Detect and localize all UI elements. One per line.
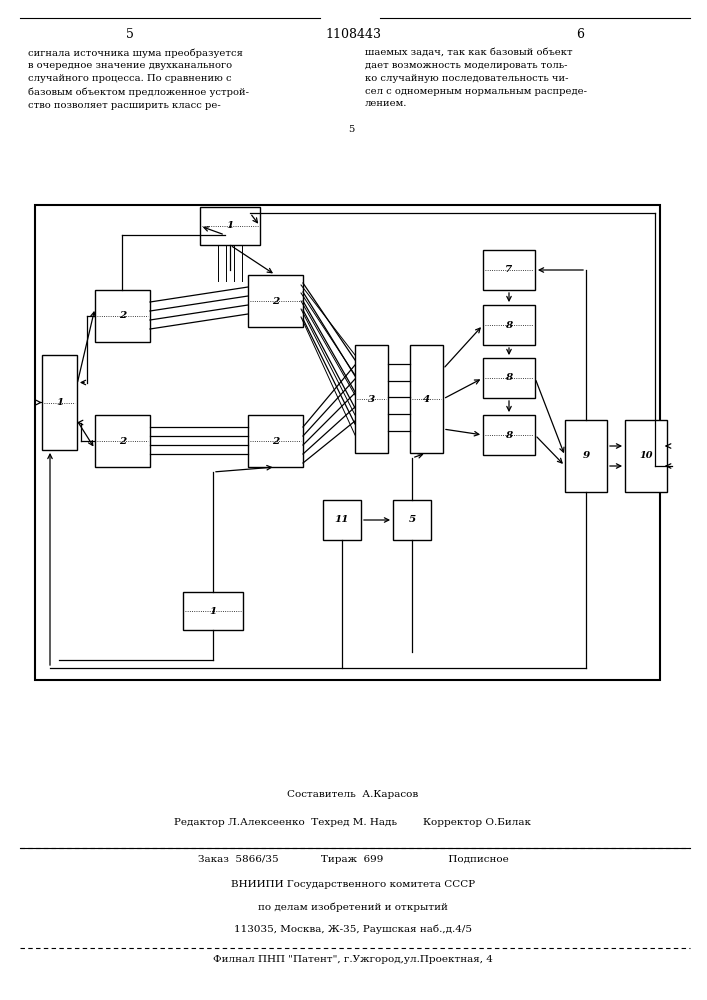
Text: по делам изобретений и открытий: по делам изобретений и открытий <box>258 902 448 912</box>
Text: Филнал ПНП "Патент", г.Ужгород,ул.Проектная, 4: Филнал ПНП "Патент", г.Ужгород,ул.Проект… <box>213 955 493 964</box>
Bar <box>483 250 535 290</box>
Text: 6: 6 <box>576 28 584 41</box>
Text: 4: 4 <box>423 394 430 403</box>
Text: 8: 8 <box>506 320 513 330</box>
Text: 5: 5 <box>409 516 416 524</box>
Bar <box>483 305 535 345</box>
Text: 1: 1 <box>226 222 233 231</box>
Bar <box>483 415 535 455</box>
Text: 7: 7 <box>506 265 513 274</box>
Text: сигнала источника шума преобразуется
в очередное значение двухканального
случайн: сигнала источника шума преобразуется в о… <box>28 48 249 110</box>
Text: Составитель  А.Карасов: Составитель А.Карасов <box>287 790 419 799</box>
Text: шаемых задач, так как базовый объект
дает возможность моделировать толь-
ко случ: шаемых задач, так как базовый объект дае… <box>365 48 587 108</box>
Text: 1108443: 1108443 <box>325 28 381 41</box>
Text: 113035, Москва, Ж-35, Раушская наб.,д.4/5: 113035, Москва, Ж-35, Раушская наб.,д.4/… <box>234 924 472 934</box>
Bar <box>183 592 243 630</box>
Bar <box>248 275 303 327</box>
Text: 10: 10 <box>639 452 653 460</box>
Text: 2: 2 <box>272 436 279 446</box>
Text: ВНИИПИ Государственного комитета СССР: ВНИИПИ Государственного комитета СССР <box>231 880 475 889</box>
Bar <box>565 420 607 492</box>
Text: 9: 9 <box>583 452 590 460</box>
Text: 1: 1 <box>209 606 216 615</box>
Bar <box>42 355 77 450</box>
Text: 2: 2 <box>119 312 126 320</box>
Bar <box>393 500 431 540</box>
Bar <box>35 205 660 680</box>
Text: 8: 8 <box>506 373 513 382</box>
Bar <box>95 290 150 342</box>
Text: 2: 2 <box>119 436 126 446</box>
Text: 5: 5 <box>126 28 134 41</box>
Bar <box>625 420 667 492</box>
Bar <box>248 415 303 467</box>
Text: Заказ  5866/35             Тираж  699                    Подписное: Заказ 5866/35 Тираж 699 Подписное <box>198 855 508 864</box>
Text: 8: 8 <box>506 430 513 440</box>
Bar <box>483 358 535 398</box>
Text: 1: 1 <box>56 398 63 407</box>
Text: 3: 3 <box>368 394 375 403</box>
Bar <box>323 500 361 540</box>
Bar <box>95 415 150 467</box>
Bar <box>200 207 260 245</box>
Text: Редактор Л.Алексеенко  Техред М. Надь        Корректор О.Билак: Редактор Л.Алексеенко Техред М. Надь Кор… <box>175 818 532 827</box>
Text: 2: 2 <box>272 296 279 306</box>
Text: 11: 11 <box>334 516 349 524</box>
Bar <box>355 345 388 453</box>
Bar <box>410 345 443 453</box>
Text: 5: 5 <box>348 125 354 134</box>
